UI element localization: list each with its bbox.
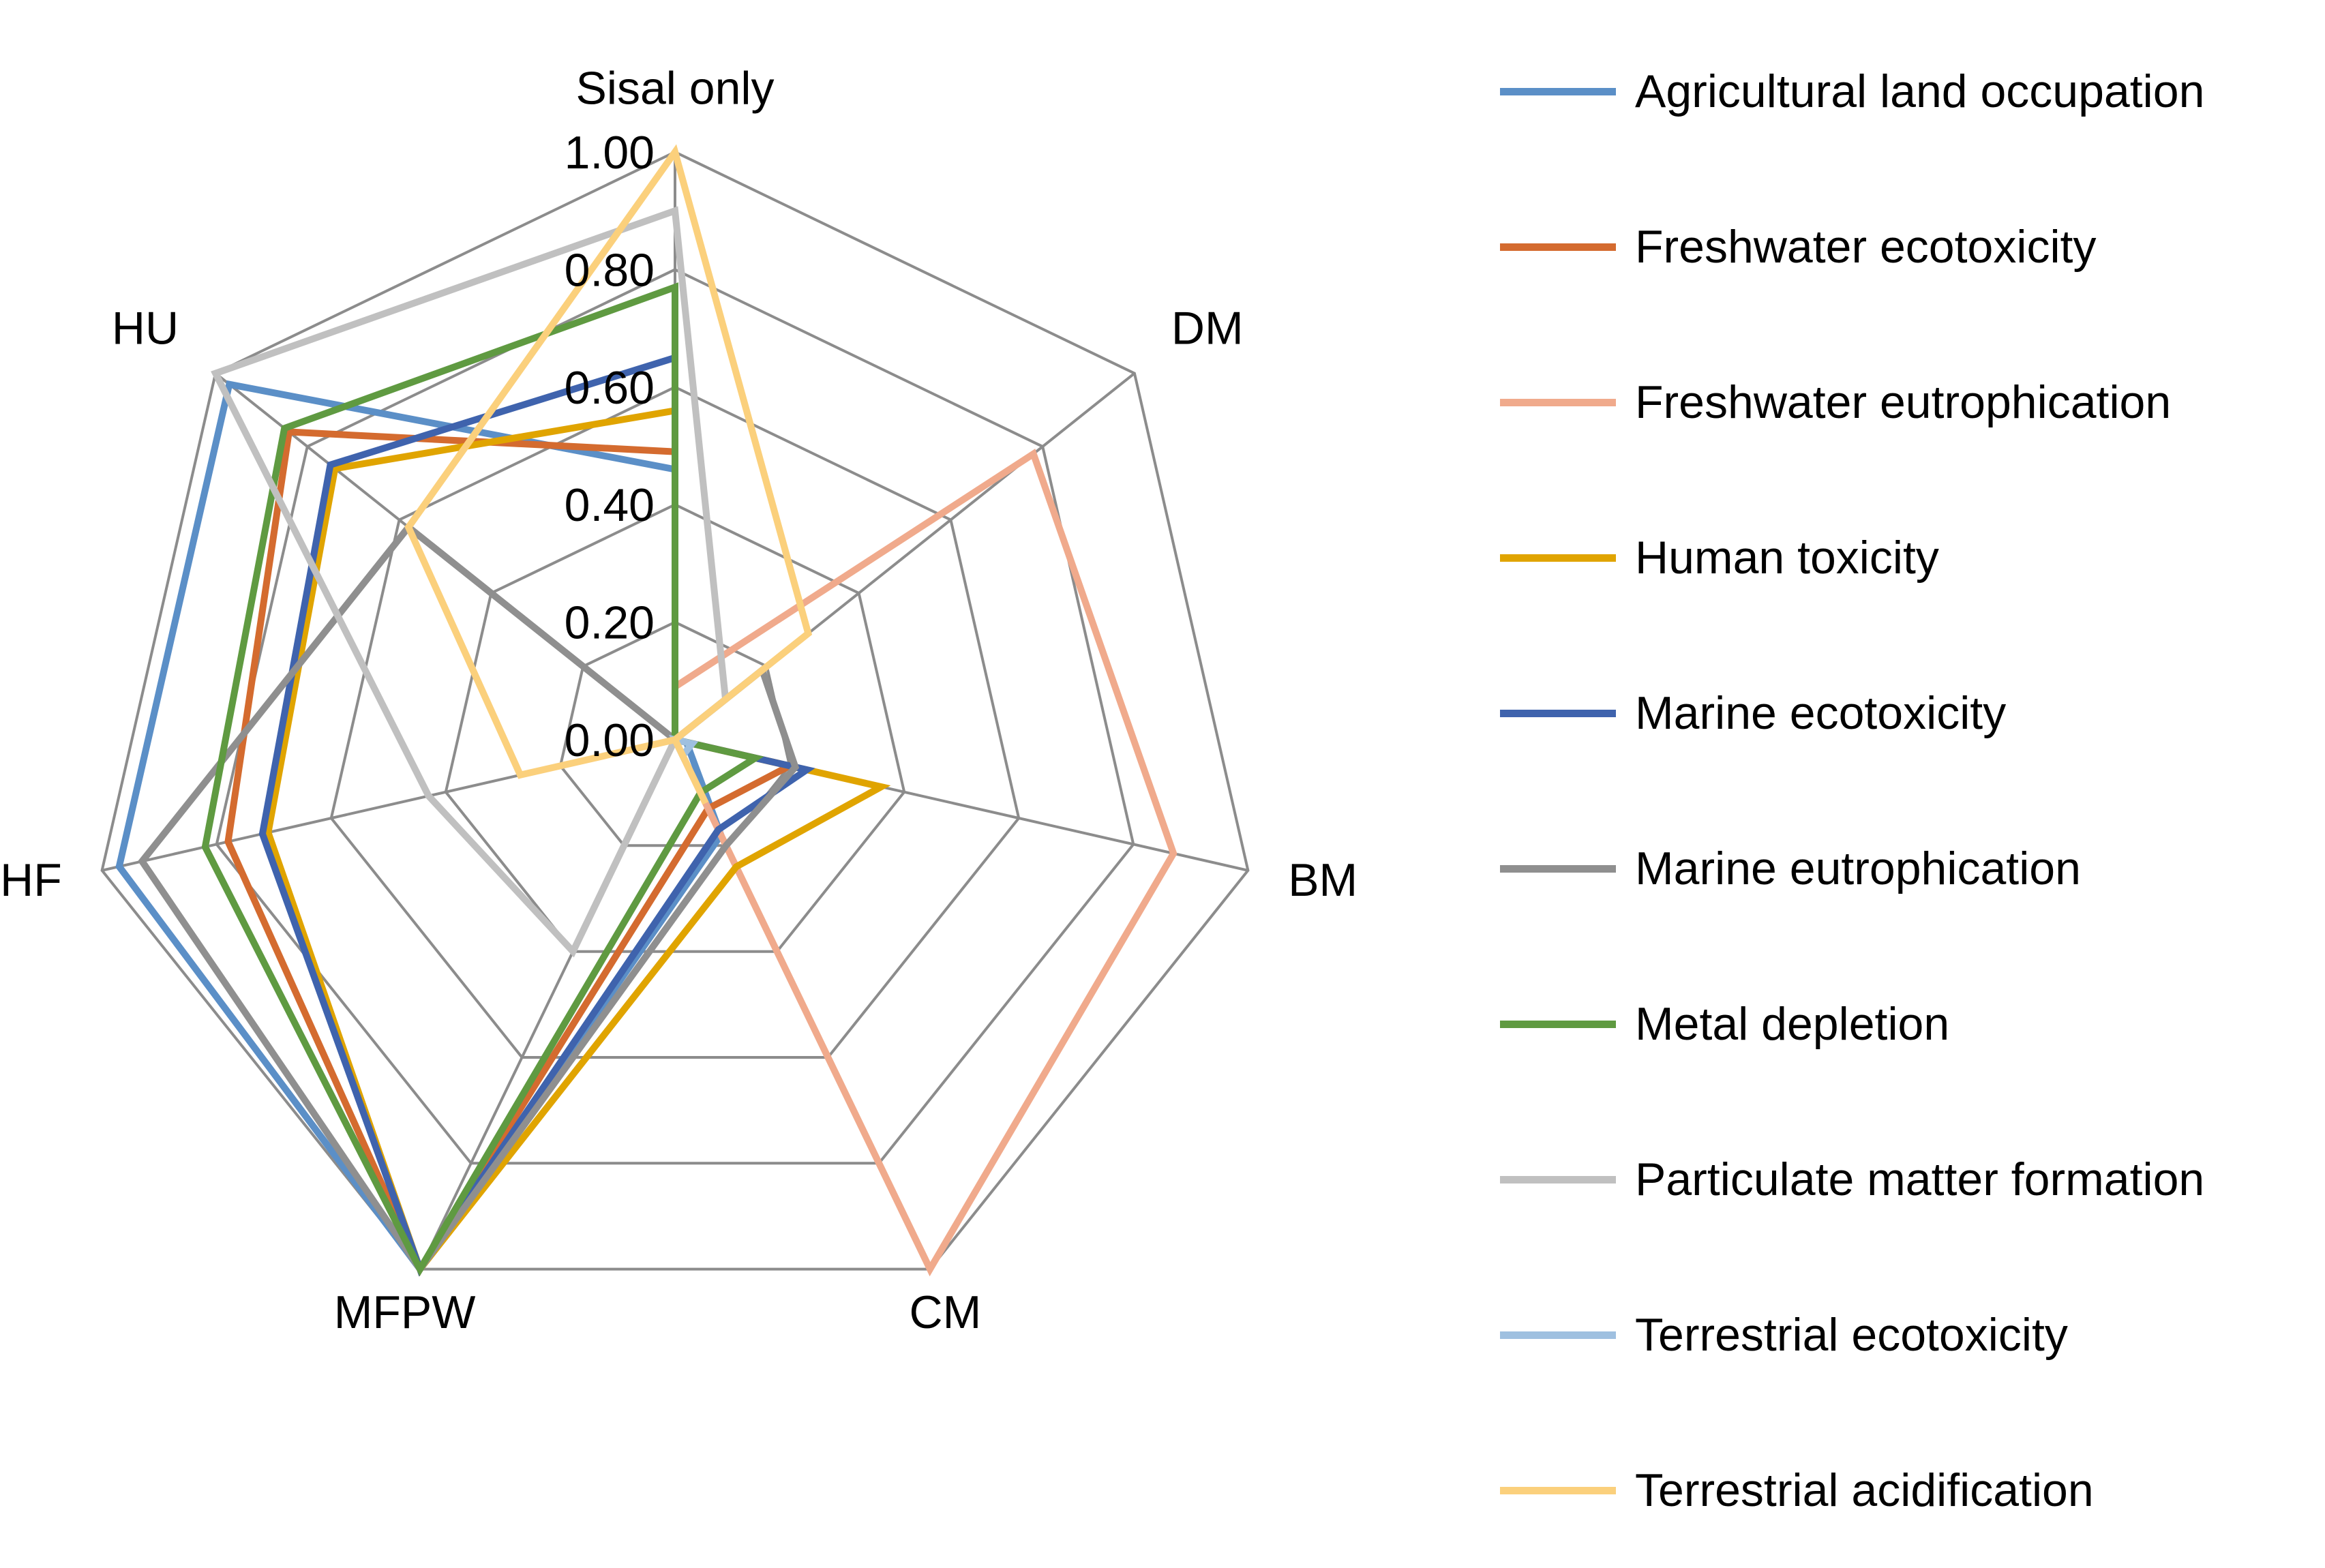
legend-label: Freshwater eutrophication xyxy=(1635,376,2172,428)
grid-ring-0-8 xyxy=(215,268,1135,1165)
legend-swatch xyxy=(1500,243,1616,251)
series-marine-eutrophication xyxy=(138,522,800,1276)
tick-label: 0.60 xyxy=(565,362,655,414)
legend-item-freshwater-eutrophication: Freshwater eutrophication xyxy=(1500,325,2318,480)
legend-item-marine-eutrophication: Marine eutrophication xyxy=(1500,791,2318,946)
legend-swatch xyxy=(1500,1020,1616,1028)
legend-label: Terrestrial acidification xyxy=(1635,1464,2094,1516)
category-label-sisal-only: Sisal only xyxy=(575,63,774,115)
legend-label: Metal depletion xyxy=(1635,998,1950,1050)
legend-swatch xyxy=(1500,1486,1616,1494)
legend-swatch xyxy=(1500,554,1616,562)
grid-ring-0-2 xyxy=(558,620,792,847)
radial-tick-labels: 0.00 0.20 0.40 0.60 0.80 1.00 xyxy=(565,127,655,766)
tick-label: 0.00 xyxy=(565,714,655,766)
legend-swatch xyxy=(1500,398,1616,406)
series-marine-ecotoxicity xyxy=(258,352,815,1277)
grid-ring-1 xyxy=(100,150,1250,1271)
radar-series xyxy=(115,144,1178,1277)
category-label-cm: CM xyxy=(910,1286,982,1338)
tick-label: 0.80 xyxy=(565,244,655,296)
legend-item-particulate-matter-formation: Particulate matter formation xyxy=(1500,1102,2318,1257)
tick-label: 0.20 xyxy=(565,597,655,649)
legend-swatch xyxy=(1500,87,1616,95)
legend-item-terrestrial-ecotoxicity: Terrestrial ecotoxicity xyxy=(1500,1257,2318,1413)
tick-label: 0.40 xyxy=(565,479,655,531)
category-label-dm: DM xyxy=(1171,303,1244,355)
legend-label: Marine ecotoxicity xyxy=(1635,687,2007,739)
legend-item-marine-ecotoxicity: Marine ecotoxicity xyxy=(1500,635,2318,791)
legend-swatch xyxy=(1500,709,1616,717)
grid-ring-0-6 xyxy=(329,385,1021,1059)
legend-label: Freshwater ecotoxicity xyxy=(1635,221,2097,273)
tick-label: 1.00 xyxy=(565,127,655,179)
category-labels: Sisal only DM BM CM MFPW HF HU xyxy=(0,63,1358,1338)
grid-ring-0-4 xyxy=(444,502,906,953)
legend-label: Agricultural land occupation xyxy=(1635,65,2205,117)
category-label-mfpw: MFPW xyxy=(334,1286,476,1338)
legend-swatch xyxy=(1500,864,1616,873)
series-terrestrial-acidification xyxy=(404,144,813,805)
legend-item-agricultural-land-occupation: Agricultural land occupation xyxy=(1500,14,2318,169)
chart-legend: Agricultural land occupation Freshwater e… xyxy=(1500,14,2318,1568)
category-label-hu: HU xyxy=(112,303,179,355)
category-label-bm: BM xyxy=(1288,854,1358,906)
legend-swatch xyxy=(1500,1331,1616,1339)
legend-item-freshwater-ecotoxicity: Freshwater ecotoxicity xyxy=(1500,169,2318,325)
legend-swatch xyxy=(1500,1175,1616,1183)
legend-item-metal-depletion: Metal depletion xyxy=(1500,946,2318,1102)
legend-label: Human toxicity xyxy=(1635,532,1939,584)
legend-label: Particulate matter formation xyxy=(1635,1154,2205,1205)
series-particulate-matter-formation xyxy=(211,206,730,958)
legend-item-terrestrial-acidification: Terrestrial acidification xyxy=(1500,1413,2318,1568)
legend-label: Marine eutrophication xyxy=(1635,843,2081,894)
legend-item-human-toxicity: Human toxicity xyxy=(1500,480,2318,635)
category-label-hf: HF xyxy=(0,854,62,906)
legend-label: Terrestrial ecotoxicity xyxy=(1635,1309,2068,1361)
radar-chart: 0.00 0.20 0.40 0.60 0.80 1.00 Sisal only DM BM C… xyxy=(0,63,1358,1338)
